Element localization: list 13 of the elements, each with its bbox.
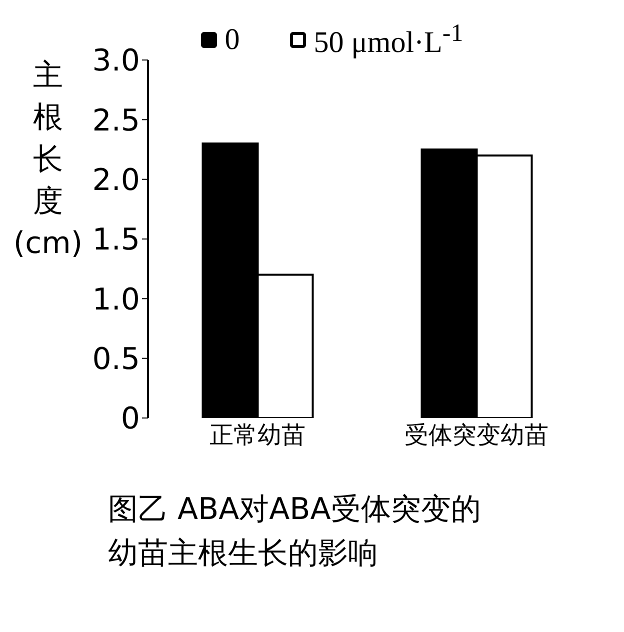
y-tick-label: 2.5 (92, 103, 140, 138)
legend-label: 0 (224, 23, 240, 57)
x-tick-label: 受体突变幼苗 (404, 421, 548, 450)
y-tick-label: 1.5 (92, 222, 140, 258)
legend-label: 50 μmol·L$^{-1}$ (314, 20, 464, 60)
y-tick-label: 2.0 (92, 162, 140, 198)
x-tick-label: 正常幼苗 (210, 421, 306, 450)
text: 图乙 ABA对ABA受体突变的幼苗主根生长的影响 (108, 491, 482, 573)
y-tick-label: 3.0 (92, 44, 140, 79)
y-tick-label: 0 (120, 402, 140, 437)
y-axis-title: 主根长度(cm) (13, 58, 83, 261)
y-tick-label: 0.5 (92, 342, 140, 377)
y-tick-label: 1.0 (92, 282, 140, 318)
